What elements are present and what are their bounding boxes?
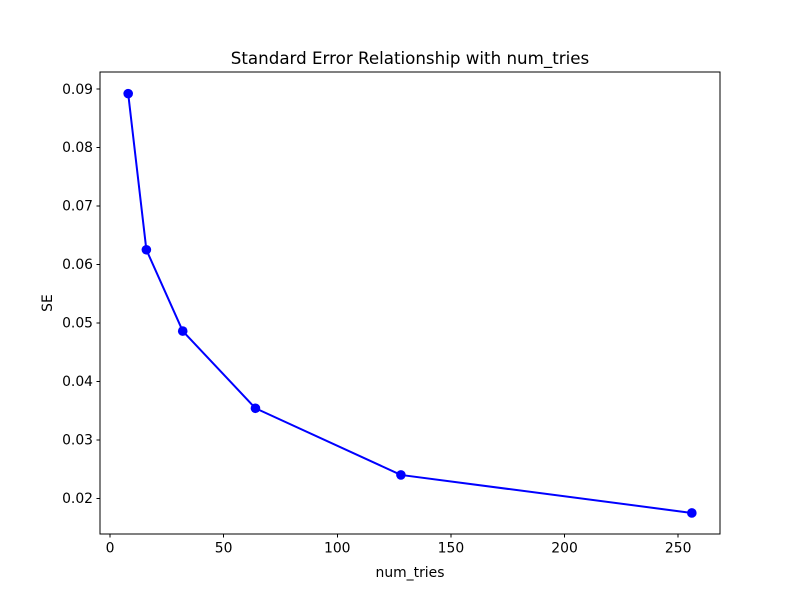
- plot-area: [99, 71, 721, 535]
- x-tick-label: 250: [665, 541, 692, 557]
- data-point-marker: [123, 88, 133, 99]
- y-axis-label: SE: [40, 294, 56, 312]
- y-tick-label: 0.03: [62, 433, 93, 449]
- y-tick-label: 0.06: [62, 257, 93, 273]
- x-tick-label: 50: [215, 541, 233, 557]
- x-axis-label: num_tries: [376, 565, 445, 581]
- y-axis-ticks: 0.02 0.03 0.04 0.05 0.06 0.07 0.08 0.09: [62, 82, 100, 507]
- y-tick-label: 0.07: [62, 199, 93, 215]
- y-tick-label: 0.08: [62, 140, 93, 156]
- x-axis-ticks: 0 50 100 150 200 250: [106, 534, 692, 557]
- x-tick-label: 100: [324, 541, 351, 557]
- line-series: [123, 88, 697, 518]
- y-tick-label: 0.02: [62, 491, 93, 507]
- data-point-marker: [396, 470, 406, 480]
- y-tick-label: 0.09: [62, 82, 93, 98]
- y-tick-label: 0.05: [62, 316, 93, 332]
- series-line: [127, 92, 693, 514]
- y-tick-label: 0.04: [62, 374, 93, 390]
- data-point-marker: [687, 508, 697, 518]
- data-point-marker: [250, 403, 261, 414]
- x-tick-label: 200: [551, 541, 578, 557]
- data-point-marker: [177, 326, 188, 336]
- x-tick-label: 150: [438, 541, 465, 557]
- data-point-marker: [141, 244, 152, 255]
- x-tick-label: 0: [106, 541, 115, 557]
- chart-title: Standard Error Relationship with num_tri…: [231, 48, 589, 69]
